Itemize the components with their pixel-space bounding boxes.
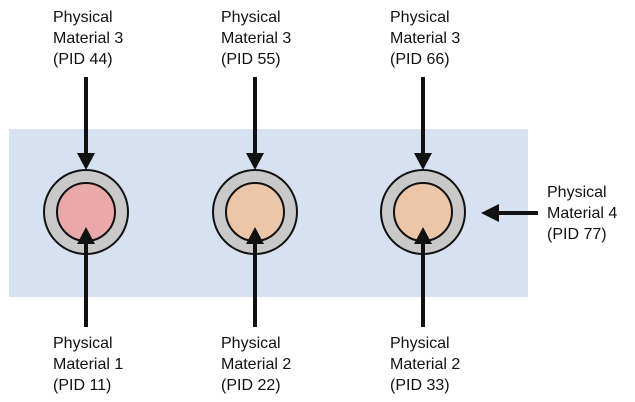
top-label-1-line1: Physical [53, 9, 113, 26]
bottom-arrowhead-1 [77, 227, 95, 244]
bottom-label-2: Physical Material 2 (PID 22) [221, 333, 291, 396]
top-label-2-line1: Physical [221, 9, 281, 26]
top-label-1: Physical Material 3 (PID 44) [53, 7, 123, 70]
bottom-label-3-line1: Physical [390, 335, 450, 352]
top-label-2-line2: Material 3 [221, 30, 292, 47]
top-label-1-line2: Material 3 [53, 30, 124, 47]
top-label-3: Physical Material 3 (PID 66) [390, 7, 460, 70]
bottom-arrowhead-2 [246, 227, 264, 244]
bottom-label-2-line3: (PID 22) [221, 377, 281, 394]
top-label-2-line3: (PID 55) [221, 51, 281, 68]
top-label-1-line3: (PID 44) [53, 51, 113, 68]
bottom-label-1-line2: Material 1 [53, 356, 124, 373]
top-label-3-line2: Material 3 [390, 30, 461, 47]
top-label-2: Physical Material 3 (PID 55) [221, 7, 291, 70]
top-arrowhead-1 [77, 153, 95, 170]
side-label-line2: Material 4 [547, 205, 618, 222]
side-label-line3: (PID 77) [547, 226, 607, 243]
bottom-label-3: Physical Material 2 (PID 33) [390, 333, 460, 396]
bottom-label-3-line3: (PID 33) [390, 377, 450, 394]
bottom-label-1-line3: (PID 11) [53, 377, 112, 394]
bottom-label-1-line1: Physical [53, 335, 113, 352]
side-label-line1: Physical [547, 184, 607, 201]
side-label: Physical Material 4 (PID 77) [547, 182, 617, 245]
side-arrowhead [481, 204, 499, 222]
top-label-3-line3: (PID 66) [390, 51, 450, 68]
bottom-label-1: Physical Material 1 (PID 11) [53, 333, 123, 396]
bottom-arrowhead-3 [414, 227, 432, 244]
top-label-3-line1: Physical [390, 9, 450, 26]
bottom-label-2-line2: Material 2 [221, 356, 292, 373]
bottom-label-3-line2: Material 2 [390, 356, 461, 373]
top-arrowhead-3 [414, 153, 432, 170]
top-arrowhead-2 [246, 153, 264, 170]
bottom-label-2-line1: Physical [221, 335, 281, 352]
